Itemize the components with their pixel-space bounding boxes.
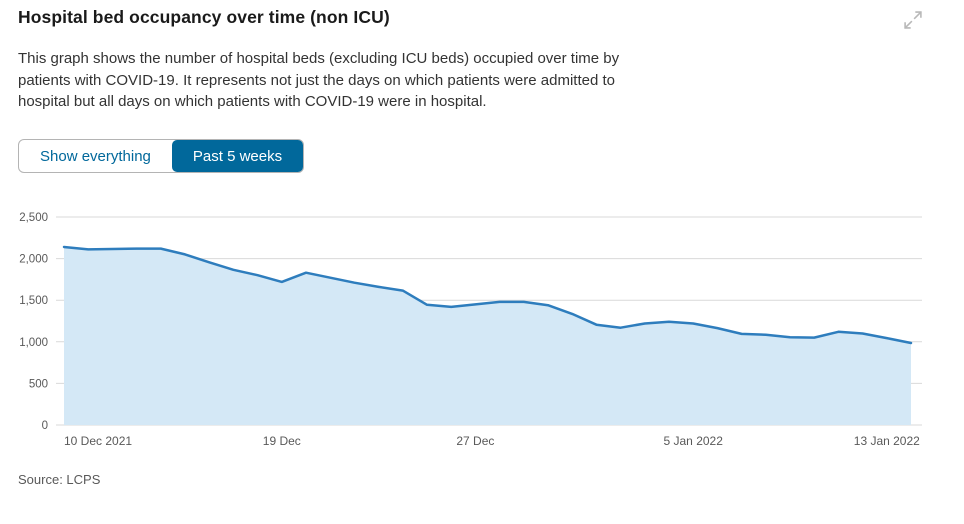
y-axis-label: 2,000 [19, 254, 48, 266]
chart-description: This graph shows the number of hospital … [18, 50, 620, 110]
expand-arrows-icon [904, 11, 922, 29]
trend-line [62, 245, 913, 345]
y-axis-label: 1,000 [19, 337, 48, 349]
x-axis-label: 10 Dec 2021 [64, 434, 132, 448]
expand-button[interactable] [900, 6, 928, 34]
x-axis-label: 13 Jan 2022 [854, 434, 920, 448]
y-axis-label: 2,500 [19, 212, 48, 224]
time-range-toggle: Show everything Past 5 weeks [18, 139, 305, 173]
x-axis-label: 19 Dec [263, 434, 301, 448]
y-axis-label: 500 [29, 378, 48, 390]
source-label: Source: LCPS [18, 472, 101, 487]
x-axis-label: 27 Dec [456, 434, 494, 448]
area-fill [64, 246, 911, 425]
past-5-weeks-button[interactable]: Past 5 weeks [171, 140, 304, 172]
page-title: Hospital bed occupancy over time (non IC… [18, 7, 390, 27]
y-axis-label: 1,500 [19, 295, 48, 307]
area-chart-canvas: 0 500 1,000 1,500 2,000 2,500 10 Dec 2021 19 De… [19, 212, 922, 448]
occupancy-area-chart[interactable]: 0 500 1,000 1,500 2,000 2,500 10 Dec 2021 19 De… [0, 203, 964, 458]
y-axis-label: 0 [42, 420, 48, 432]
show-everything-button[interactable]: Show everything [19, 140, 172, 172]
x-axis-label: 5 Jan 2022 [664, 434, 724, 448]
